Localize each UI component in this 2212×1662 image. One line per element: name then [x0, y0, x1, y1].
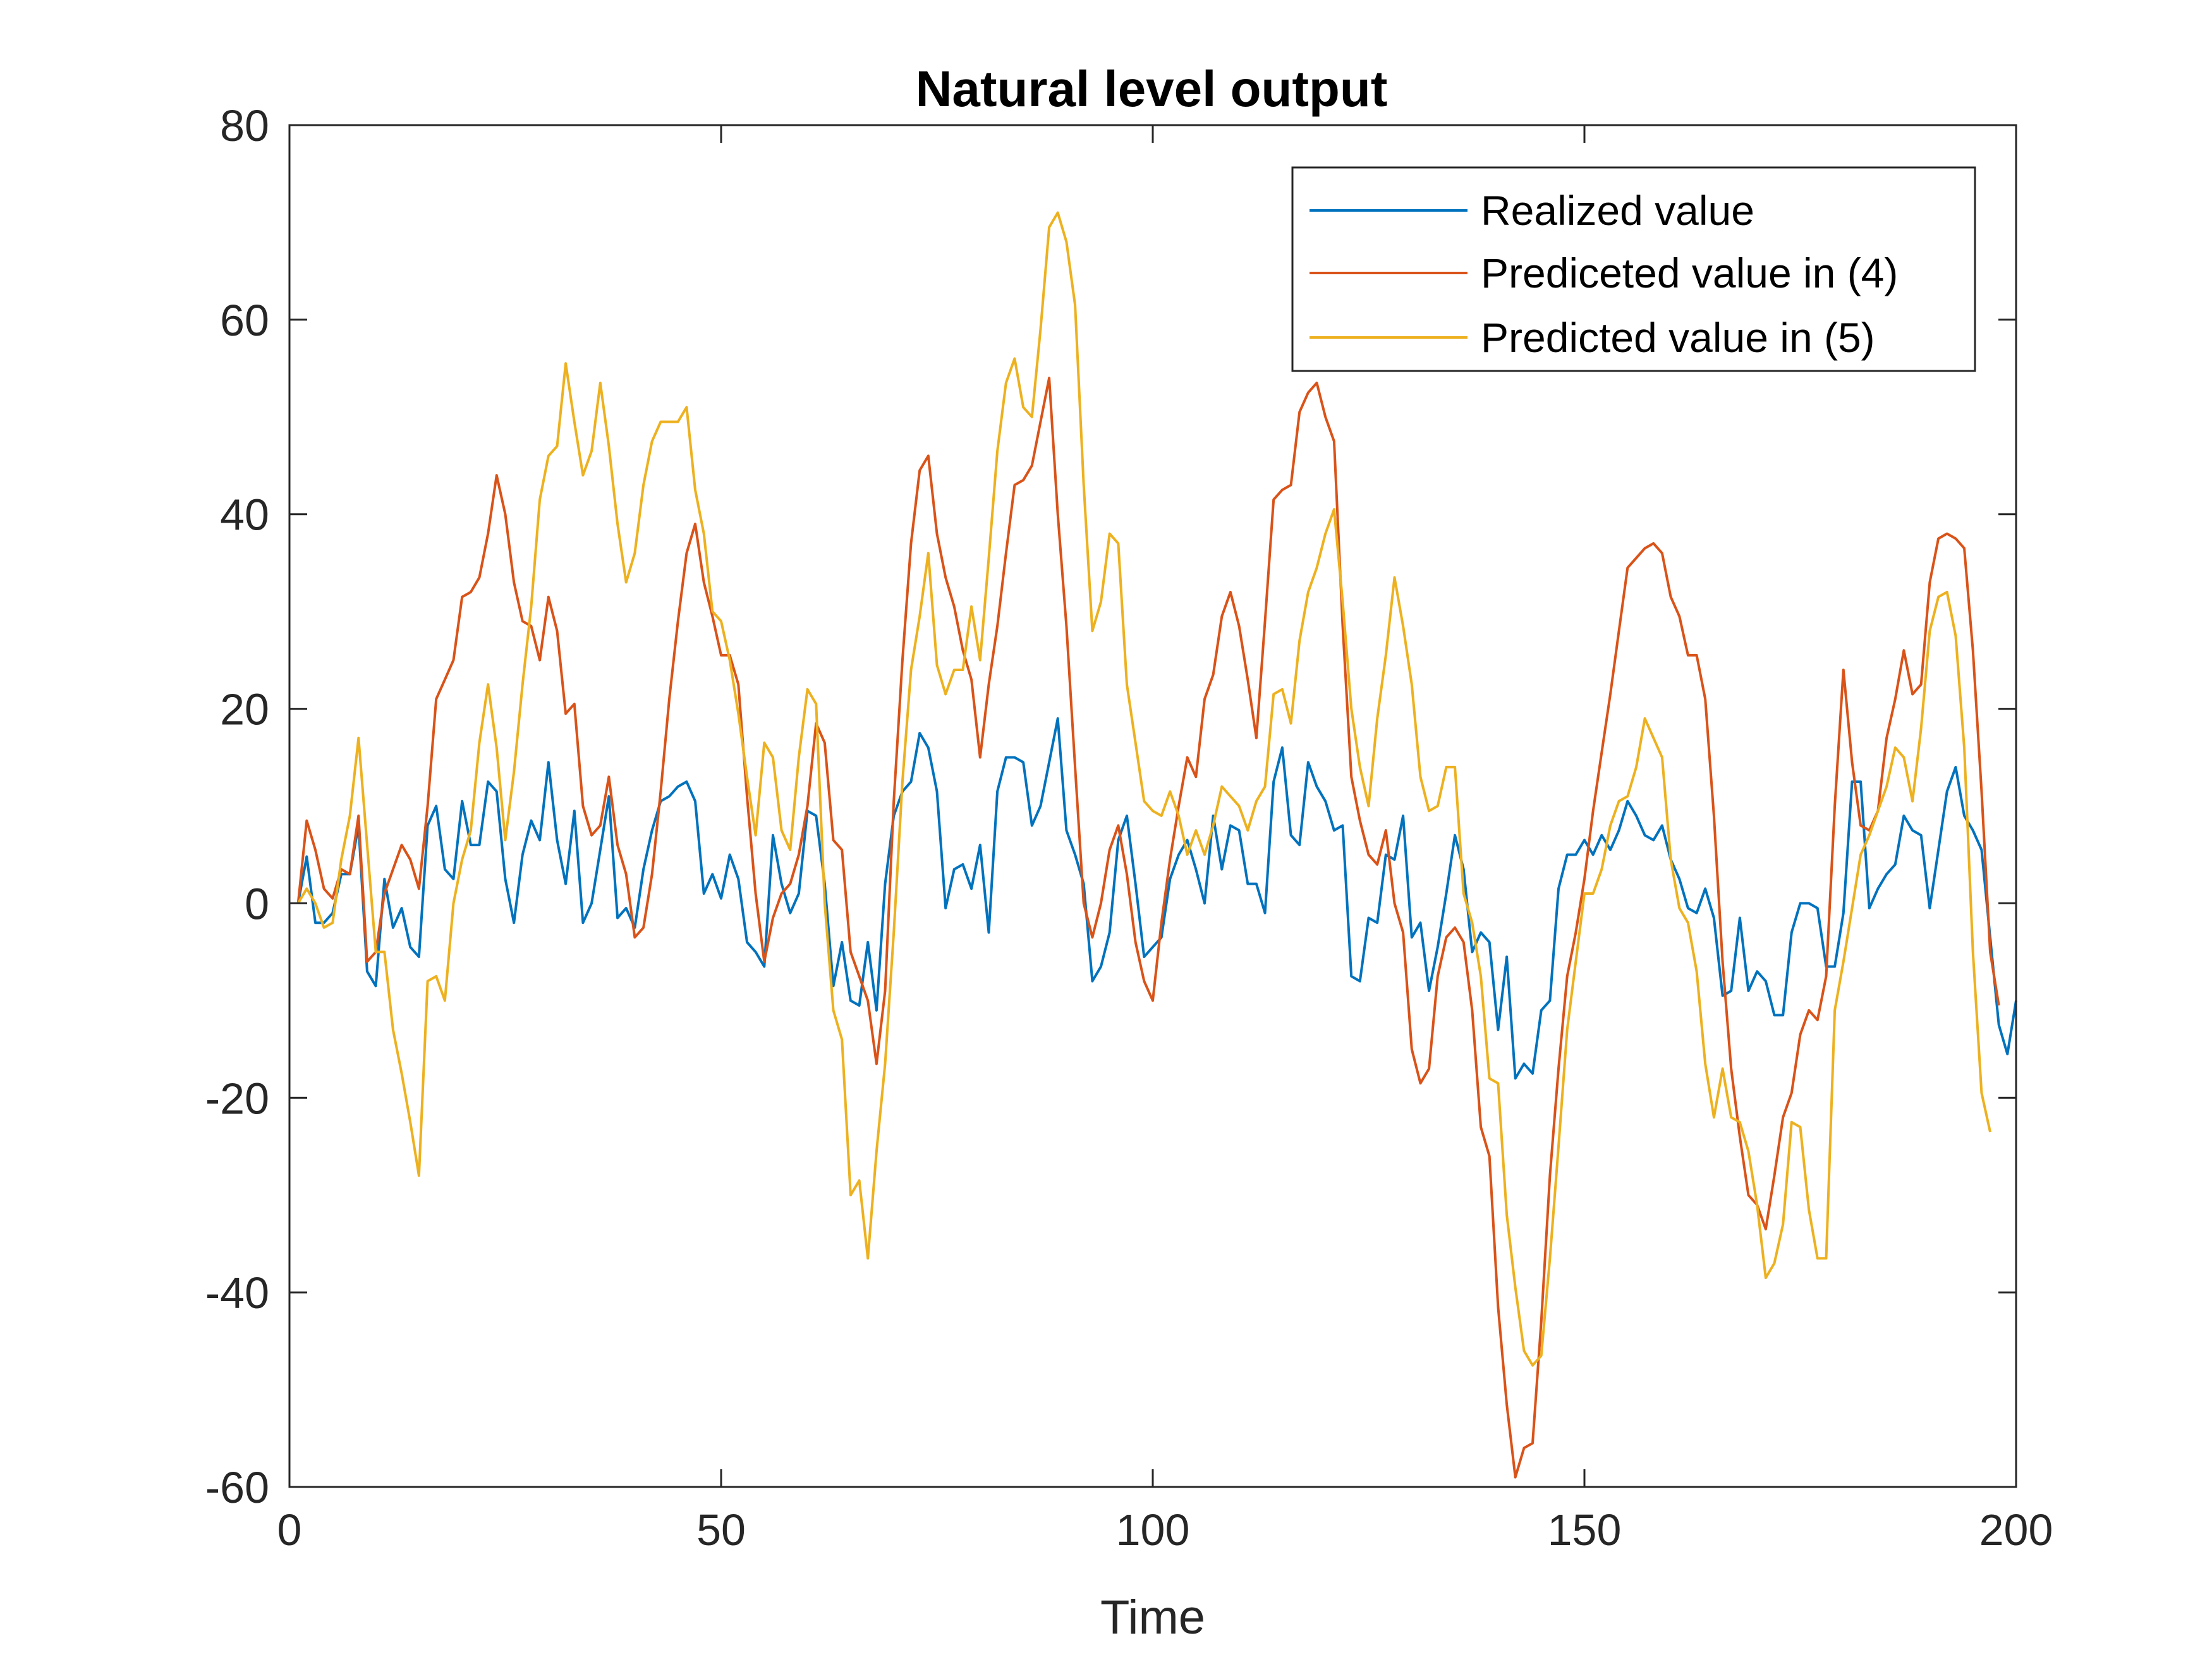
chart-title: Natural level output: [916, 61, 1388, 117]
legend-entries: Realized value Prediceted value in (4) Pre…: [1310, 187, 1898, 361]
legend-label-1: Realized value: [1481, 187, 1754, 234]
series-line-3: [296, 211, 1991, 1367]
y-tick-label: 60: [220, 296, 269, 345]
x-tick-label: 200: [1979, 1505, 2053, 1555]
series-line-2: [296, 377, 2000, 1479]
x-tick-label: 150: [1548, 1505, 1622, 1555]
y-tick-label: -40: [205, 1268, 269, 1318]
y-tick-label: -60: [205, 1463, 269, 1512]
series-line-1: [296, 717, 2017, 1080]
y-tick-label: 0: [245, 879, 269, 928]
x-tick-label: 100: [1116, 1505, 1190, 1555]
axis-ticks: 0 50 100 150 200 -60 -40 -20 0 20 40 60 80: [205, 101, 2053, 1555]
x-tick-label: 50: [696, 1505, 746, 1555]
legend-label-2: Prediceted value in (4): [1481, 250, 1898, 296]
y-tick-label: 20: [220, 685, 269, 734]
x-axis-label: Time: [1100, 1591, 1205, 1644]
y-tick-label: -20: [205, 1074, 269, 1123]
data-layer: [296, 211, 2017, 1479]
legend-label-3: Predicted value in (5): [1481, 314, 1875, 361]
y-tick-label: 40: [220, 490, 269, 540]
legend: Realized value Prediceted value in (4) Pre…: [1291, 166, 1976, 372]
y-tick-label: 80: [220, 101, 269, 150]
x-tick-label: 0: [277, 1505, 302, 1555]
